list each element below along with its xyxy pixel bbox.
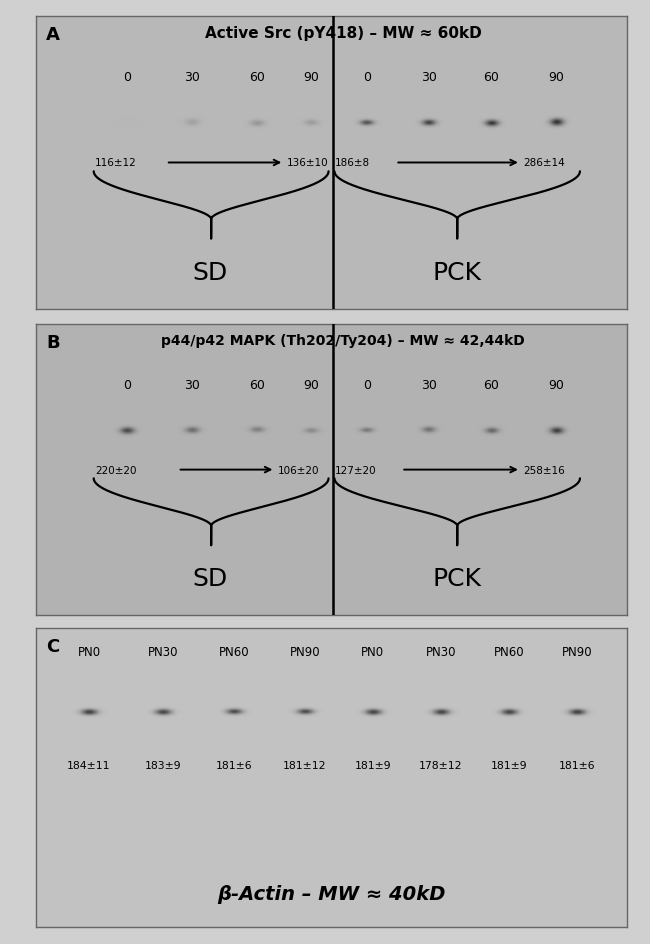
Text: PCK: PCK bbox=[432, 261, 482, 285]
Text: 30: 30 bbox=[185, 379, 200, 392]
Text: 106±20: 106±20 bbox=[278, 465, 320, 475]
Text: SD: SD bbox=[192, 261, 228, 285]
Text: PN90: PN90 bbox=[562, 646, 592, 659]
Text: A: A bbox=[46, 25, 60, 43]
Text: PN60: PN60 bbox=[493, 646, 525, 659]
Text: 181±6: 181±6 bbox=[558, 760, 595, 770]
Text: 0: 0 bbox=[124, 379, 131, 392]
Text: C: C bbox=[46, 637, 60, 656]
Text: 60: 60 bbox=[483, 379, 499, 392]
Text: 127±20: 127±20 bbox=[335, 465, 376, 475]
Text: 0: 0 bbox=[363, 379, 371, 392]
Text: PN30: PN30 bbox=[426, 646, 456, 659]
Text: 0: 0 bbox=[124, 72, 131, 84]
Text: 178±12: 178±12 bbox=[419, 760, 463, 770]
Text: PCK: PCK bbox=[432, 566, 482, 591]
Text: 183±9: 183±9 bbox=[144, 760, 181, 770]
Text: β-Actin – MW ≈ 40kD: β-Actin – MW ≈ 40kD bbox=[217, 885, 446, 903]
Text: 186±8: 186±8 bbox=[335, 159, 370, 168]
Text: 258±16: 258±16 bbox=[524, 465, 566, 475]
Text: 30: 30 bbox=[421, 379, 437, 392]
Text: 286±14: 286±14 bbox=[524, 159, 566, 168]
Text: p44/p42 MAPK (Th202/Ty204) – MW ≈ 42,44kD: p44/p42 MAPK (Th202/Ty204) – MW ≈ 42,44k… bbox=[161, 333, 525, 347]
Text: 0: 0 bbox=[363, 72, 371, 84]
Text: 184±11: 184±11 bbox=[67, 760, 111, 770]
Text: B: B bbox=[46, 333, 60, 351]
Text: PN60: PN60 bbox=[218, 646, 249, 659]
Text: PN90: PN90 bbox=[289, 646, 320, 659]
Text: 181±12: 181±12 bbox=[283, 760, 327, 770]
Text: 90: 90 bbox=[549, 379, 564, 392]
Text: 60: 60 bbox=[250, 379, 265, 392]
Text: 60: 60 bbox=[250, 72, 265, 84]
Text: 181±9: 181±9 bbox=[355, 760, 391, 770]
Text: 30: 30 bbox=[185, 72, 200, 84]
Text: 181±9: 181±9 bbox=[491, 760, 527, 770]
Text: 90: 90 bbox=[303, 72, 318, 84]
Text: 181±6: 181±6 bbox=[216, 760, 252, 770]
Text: 90: 90 bbox=[549, 72, 564, 84]
Text: 116±12: 116±12 bbox=[95, 159, 136, 168]
Text: 30: 30 bbox=[421, 72, 437, 84]
Text: 90: 90 bbox=[303, 379, 318, 392]
Text: PN0: PN0 bbox=[77, 646, 101, 659]
Text: 60: 60 bbox=[483, 72, 499, 84]
Text: 220±20: 220±20 bbox=[95, 465, 136, 475]
Text: PN0: PN0 bbox=[361, 646, 384, 659]
Text: 136±10: 136±10 bbox=[287, 159, 329, 168]
Text: Active Src (pY418) – MW ≈ 60kD: Active Src (pY418) – MW ≈ 60kD bbox=[205, 25, 482, 41]
Text: SD: SD bbox=[192, 566, 228, 591]
Text: PN30: PN30 bbox=[148, 646, 178, 659]
